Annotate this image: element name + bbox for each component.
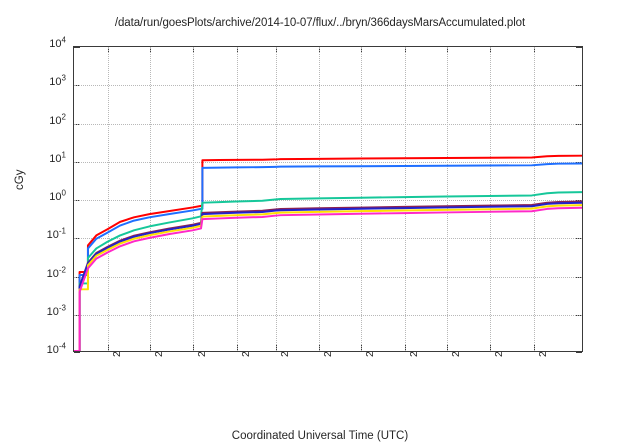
- data-series-line: [74, 154, 582, 351]
- y-tick-label: 10-1: [46, 226, 66, 242]
- data-series-line: [74, 206, 582, 351]
- y-axis-title: cGy: [14, 169, 26, 190]
- y-tick-mark: [576, 47, 582, 48]
- gridline-horizontal: [74, 276, 582, 278]
- data-series-line: [74, 162, 582, 351]
- data-series-line: [74, 201, 582, 351]
- data-series-line: [74, 204, 582, 351]
- gridline-vertical: [236, 47, 238, 351]
- y-tick-mark: [74, 352, 80, 353]
- gridline-vertical: [149, 47, 151, 351]
- y-tick-label: 104: [49, 35, 66, 50]
- x-axis-title: Coordinated Universal Time (UTC): [231, 430, 409, 442]
- gridline-horizontal: [74, 123, 582, 125]
- y-tick-mark: [74, 47, 80, 48]
- gridline-horizontal: [74, 238, 582, 240]
- gridline-horizontal: [74, 161, 582, 163]
- data-layer: [74, 154, 582, 351]
- y-tick-label: 10-3: [46, 303, 66, 318]
- y-tick-label: 10-4: [46, 341, 66, 356]
- y-tick-label: 10-2: [46, 264, 66, 280]
- gridline-vertical: [446, 47, 448, 351]
- y-tick-label: 100: [49, 188, 66, 203]
- y-tick-label: 101: [49, 150, 66, 165]
- gridline-vertical: [193, 47, 195, 351]
- plot-area: [73, 46, 583, 353]
- y-tick-mark: [576, 352, 582, 353]
- gridline-vertical: [107, 47, 109, 351]
- gridline-horizontal: [74, 85, 582, 87]
- gridline-horizontal: [74, 200, 582, 201]
- gridline-vertical: [361, 47, 363, 351]
- plot-title: /data/run/goesPlots/archive/2014-10-07/f…: [114, 17, 526, 29]
- gridline-vertical: [490, 47, 492, 351]
- data-series-line: [74, 191, 582, 351]
- gridline-horizontal: [74, 314, 582, 316]
- y-tick-label: 103: [49, 73, 66, 89]
- gridline-vertical: [533, 47, 535, 351]
- gridline-vertical: [404, 47, 406, 351]
- data-series-line: [74, 200, 582, 351]
- y-tick-label: 102: [49, 111, 66, 127]
